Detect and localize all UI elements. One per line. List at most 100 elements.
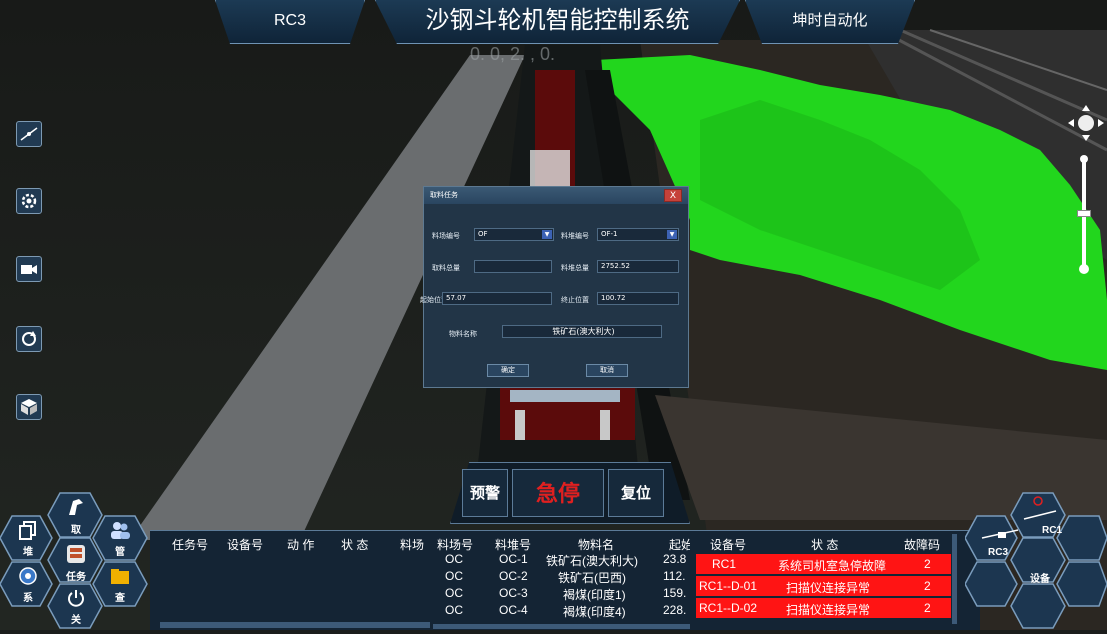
fault-cell-device: RC1--D-02 bbox=[699, 601, 758, 615]
compass-icon bbox=[1068, 105, 1104, 141]
measure-tool-button[interactable] bbox=[16, 121, 42, 147]
header-right-tab-label: 坤时自动化 bbox=[792, 12, 868, 29]
pile-cell-yard: OC bbox=[445, 569, 463, 583]
fault-row[interactable]: RC1 系统司机室急停故障 2 bbox=[696, 554, 951, 574]
fault-row[interactable]: RC1--D-02 扫描仪连接异常 2 bbox=[696, 598, 951, 618]
settings-gear-icon bbox=[21, 193, 37, 209]
fault-cell-status: 扫描仪连接异常 bbox=[786, 581, 871, 595]
camera-tool-button[interactable] bbox=[16, 256, 42, 282]
confirm-button[interactable]: 确定 bbox=[487, 364, 529, 377]
header-left-tab[interactable] bbox=[215, 0, 365, 44]
device-rc3-label[interactable]: RC3 bbox=[988, 547, 1009, 558]
task-col-header: 动 作 bbox=[287, 538, 315, 552]
pile-cell-start: 112. bbox=[663, 569, 686, 583]
fault-cell-status: 系统司机室急停故障 bbox=[778, 559, 887, 573]
zoom-slider-handle[interactable] bbox=[1077, 210, 1091, 217]
fault-cell-device: RC1--D-01 bbox=[699, 579, 758, 593]
total-reclaim-label: 取料总量 bbox=[432, 264, 460, 272]
fault-row[interactable]: RC1--D-01 扫描仪连接异常 2 bbox=[696, 576, 951, 596]
fault-cell-code: 2 bbox=[924, 557, 931, 571]
nav-check-button[interactable]: 查 bbox=[106, 566, 134, 606]
zoom-in-dot[interactable] bbox=[1080, 155, 1088, 163]
pile-scrollbar[interactable] bbox=[433, 624, 690, 629]
fault-scrollbar[interactable] bbox=[952, 534, 957, 624]
emergency-stop-button[interactable]: 急停 bbox=[512, 469, 604, 517]
nav-system-label: 系 bbox=[23, 593, 33, 604]
device-button[interactable]: 设备 bbox=[1030, 574, 1050, 585]
device-rc1-machine-icon[interactable] bbox=[1020, 493, 1060, 523]
stack-icon bbox=[19, 521, 36, 540]
chevron-down-icon: ▼ bbox=[667, 230, 677, 239]
refresh-tool-button[interactable] bbox=[16, 326, 42, 352]
pile-cell-material: 铁矿石(澳大利大) bbox=[546, 554, 638, 568]
dialog-title: 取料任务 bbox=[424, 187, 688, 204]
nav-close-label: 关 bbox=[71, 615, 81, 626]
table-row[interactable]: OC OC-1 铁矿石(澳大利大) 23.8 bbox=[433, 552, 690, 568]
nav-stack-button[interactable]: 堆 bbox=[14, 520, 42, 560]
dialog-close-button[interactable]: X bbox=[664, 189, 682, 202]
pile-col-header: 起始 bbox=[669, 538, 690, 552]
pile-cell-material: 铁矿石(巴西) bbox=[558, 571, 626, 585]
pile-no-select[interactable]: OF-1 ▼ bbox=[597, 228, 679, 241]
fault-table: 设备号 状 态 故障码 RC1 系统司机室急停故障 2 RC1--D-01 扫描… bbox=[696, 534, 958, 630]
nav-task-button[interactable]: 任务 bbox=[60, 543, 92, 583]
camera-icon bbox=[21, 265, 37, 274]
task-col-header: 任务号 bbox=[172, 538, 209, 552]
reset-button[interactable]: 复位 bbox=[608, 469, 664, 517]
table-row[interactable]: OC OC-2 铁矿石(巴西) 112. bbox=[433, 569, 690, 585]
material-name-input[interactable]: 铁矿石(澳大利大) bbox=[502, 325, 662, 338]
zoom-out-dot[interactable] bbox=[1079, 264, 1089, 274]
view-navigator[interactable] bbox=[1066, 103, 1106, 143]
pile-cell-material: 褐煤(印度4) bbox=[563, 605, 626, 619]
device-machine-icon bbox=[980, 520, 1020, 542]
nav-system-button[interactable]: 系 bbox=[14, 566, 42, 606]
fault-col-header: 故障码 bbox=[904, 538, 941, 552]
device-rc1-label[interactable]: RC1 bbox=[1042, 525, 1063, 536]
nav-task-label: 任务 bbox=[66, 572, 86, 583]
nav-take-button[interactable]: 取 bbox=[62, 497, 90, 537]
task-col-header: 设备号 bbox=[227, 538, 264, 552]
end-position-input[interactable]: 100.72 bbox=[597, 292, 679, 305]
take-icon bbox=[69, 499, 83, 515]
fault-cell-device: RC1 bbox=[712, 557, 737, 571]
pile-cell-material: 褐煤(印度1) bbox=[563, 588, 626, 602]
nav-check-label: 查 bbox=[115, 593, 125, 604]
pile-total-input[interactable]: 2752.52 bbox=[597, 260, 679, 273]
task-col-header: 状 态 bbox=[341, 538, 369, 552]
refresh-icon bbox=[22, 331, 36, 346]
chevron-down-icon: ▼ bbox=[542, 230, 552, 239]
fault-col-header: 设备号 bbox=[710, 538, 747, 552]
nav-close-button[interactable]: 关 bbox=[62, 588, 90, 628]
yard-no-select[interactable]: OF ▼ bbox=[474, 228, 554, 241]
pile-cell-pile: OC-3 bbox=[499, 586, 528, 600]
pile-col-header: 料场号 bbox=[437, 538, 474, 552]
settings-tool-button[interactable] bbox=[16, 188, 42, 214]
model-view-button[interactable] bbox=[16, 394, 42, 420]
fault-col-header: 状 态 bbox=[811, 538, 839, 552]
fault-cell-code: 2 bbox=[924, 579, 931, 593]
pile-cell-start: 23.8 bbox=[663, 552, 687, 566]
roadway bbox=[130, 55, 525, 540]
pile-cell-start: 159. bbox=[663, 586, 687, 600]
folder-icon bbox=[111, 569, 129, 584]
start-position-input[interactable]: 57.07 bbox=[442, 292, 552, 305]
task-icon bbox=[67, 545, 85, 563]
pile-col-header: 物料名 bbox=[578, 538, 615, 552]
table-row[interactable]: OC OC-4 褐煤(印度4) 228. bbox=[433, 603, 690, 619]
start-position-label: 起始位置 bbox=[420, 296, 448, 304]
table-row[interactable]: OC OC-3 褐煤(印度1) 159. bbox=[433, 586, 690, 602]
pile-table: 料场号 料堆号 物料名 起始 OC OC-1 铁矿石(澳大利大) 23.8 OC… bbox=[433, 534, 690, 630]
warning-button[interactable]: 预警 bbox=[462, 469, 508, 517]
pile-no-label: 料堆编号 bbox=[561, 232, 589, 240]
reclaim-task-dialog: 取料任务 X 料场编号 OF ▼ 料堆编号 OF-1 ▼ 取料总量 料堆总量 275… bbox=[420, 186, 689, 388]
pile-cell-yard: OC bbox=[445, 586, 463, 600]
cancel-button[interactable]: 取消 bbox=[586, 364, 628, 377]
yard-no-label: 料场编号 bbox=[432, 232, 460, 240]
pile-cell-yard: OC bbox=[445, 603, 463, 617]
nav-manage-button[interactable]: 管 bbox=[106, 520, 134, 560]
header-left-tab-label: RC3 bbox=[273, 12, 306, 29]
nav-stack-label: 堆 bbox=[23, 547, 33, 558]
task-col-header: 料场 bbox=[400, 538, 425, 552]
task-scrollbar[interactable] bbox=[160, 622, 430, 628]
total-reclaim-input[interactable] bbox=[474, 260, 552, 273]
